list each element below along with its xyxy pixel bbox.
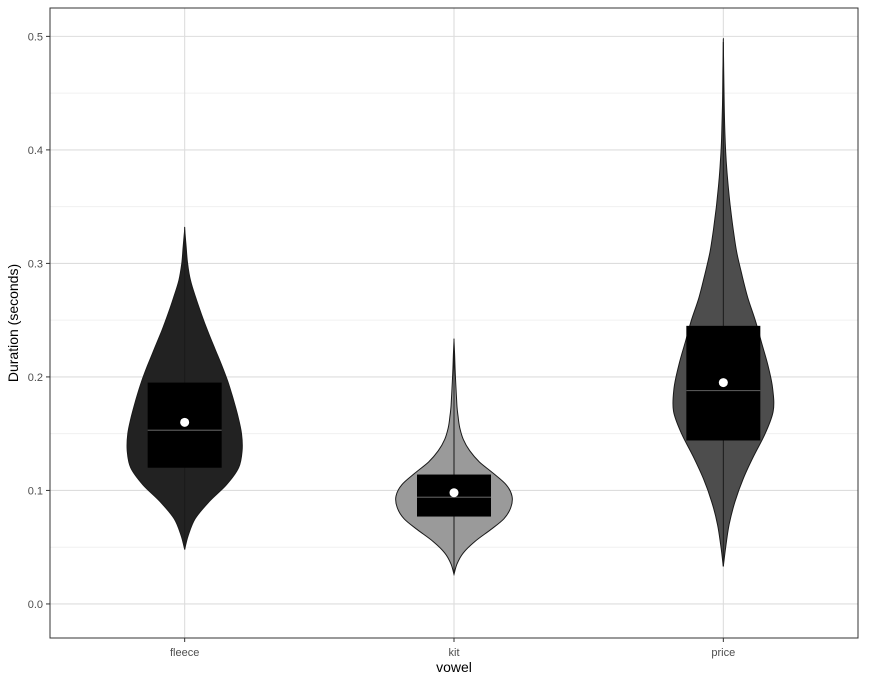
x-axis-ticks: fleece kit price: [170, 638, 735, 659]
mean-point-price: [718, 378, 728, 388]
boxplots: [147, 42, 761, 575]
y-axis-title: Duration (seconds): [5, 264, 21, 382]
x-tick-label: kit: [449, 647, 460, 659]
x-axis-title: vowel: [436, 659, 472, 675]
mean-point-fleece: [180, 417, 190, 427]
y-tick-label: 0.3: [28, 258, 43, 270]
y-tick-label: 0.1: [28, 485, 43, 497]
y-tick-label: 0.2: [28, 372, 43, 384]
x-tick-label: price: [711, 647, 735, 659]
y-axis-ticks: 0.0 0.1 0.2 0.3 0.4 0.5: [28, 31, 50, 611]
mean-point-kit: [449, 488, 459, 498]
x-tick-label: fleece: [170, 647, 199, 659]
y-tick-label: 0.0: [28, 599, 43, 611]
y-tick-label: 0.5: [28, 31, 43, 43]
y-tick-label: 0.4: [28, 145, 43, 157]
